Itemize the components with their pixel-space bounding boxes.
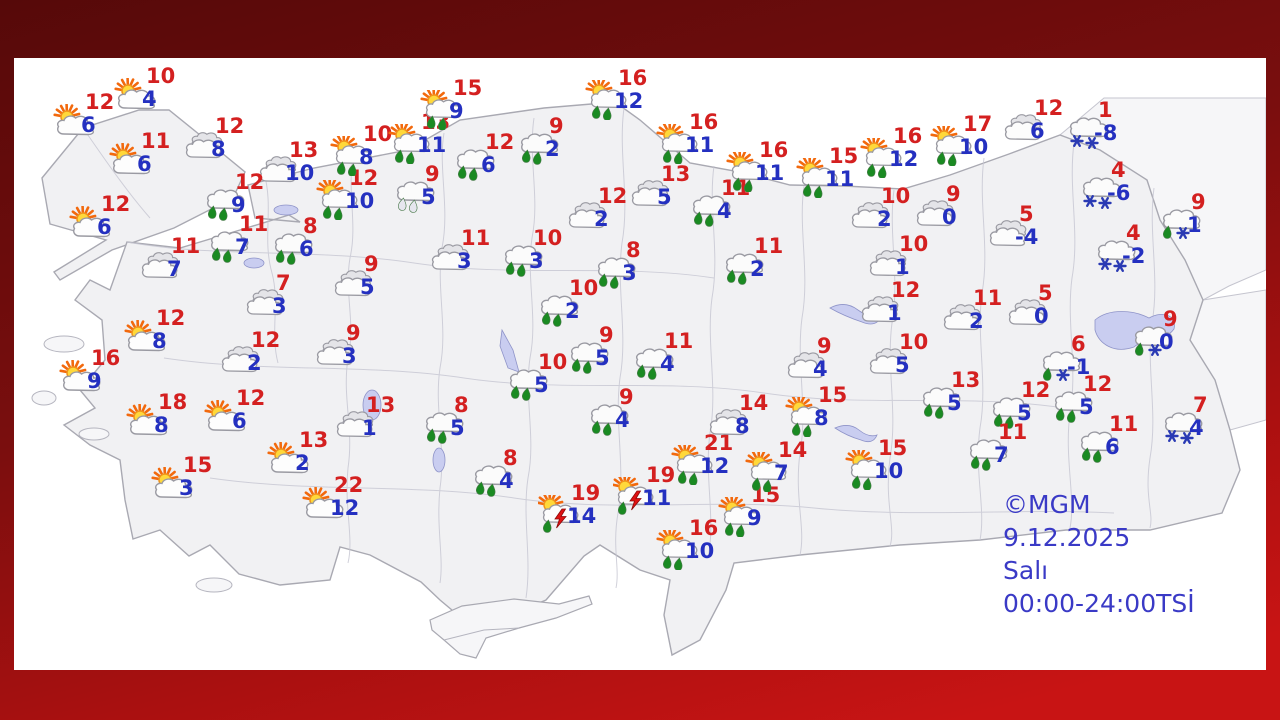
cyprus-island bbox=[429, 595, 593, 659]
credit-day: Salı bbox=[1003, 556, 1049, 585]
lake-beysehir bbox=[362, 389, 382, 421]
lake-van bbox=[1094, 311, 1175, 350]
credit-date: 9.12.2025 bbox=[1003, 523, 1131, 552]
lake-egirdir bbox=[432, 447, 446, 473]
lake-iznik bbox=[273, 204, 299, 216]
lake-ataturk bbox=[834, 425, 878, 443]
aegean-islands bbox=[31, 335, 233, 593]
credit-block: ©MGM 9.12.2025 Salı 00:00-24:00TSİ bbox=[1003, 488, 1195, 620]
credit-source: ©MGM bbox=[1003, 490, 1091, 519]
credit-period: 00:00-24:00TSİ bbox=[1003, 589, 1195, 618]
lake-ulubat bbox=[243, 257, 265, 269]
